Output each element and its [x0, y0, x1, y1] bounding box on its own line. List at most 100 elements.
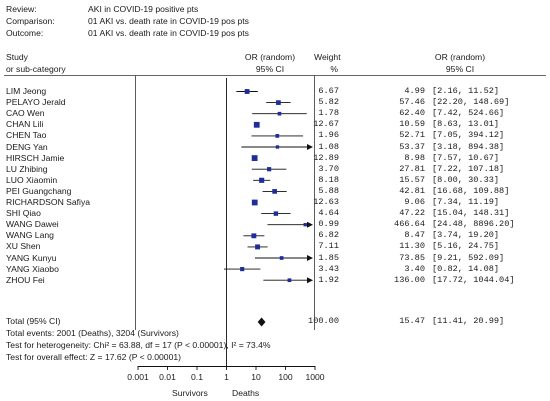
study-weight: 7.11 [318, 241, 339, 252]
ci-arrow [307, 277, 313, 284]
study-or: 52.71 [399, 130, 425, 141]
study-weight: 1.08 [318, 141, 339, 152]
study-ci: [15.04, 148.31] [432, 208, 510, 219]
study-name: CHEN Tao [6, 130, 47, 141]
header-review-key: Review: [6, 4, 37, 14]
study-marker [253, 121, 260, 128]
study-ci: [3.18, 894.38] [432, 141, 505, 152]
study-weight: 6.82 [318, 230, 339, 241]
study-ci: [16.68, 109.88] [432, 185, 510, 196]
study-or: 8.47 [404, 230, 425, 241]
study-or: 53.37 [399, 141, 425, 152]
study-weight: 1.96 [318, 130, 339, 141]
study-marker [275, 145, 280, 149]
table-row: YANG Xiaobo 3.43 3.40 [0.82, 14.08] [0, 264, 550, 275]
study-weight: 6.67 [318, 86, 339, 96]
study-marker [266, 167, 272, 172]
study-weight: 4.64 [318, 208, 339, 219]
total-ci: [11.41, 20.99] [432, 316, 505, 326]
study-marker [287, 278, 292, 283]
header-comparison-key: Comparison: [6, 16, 55, 26]
col-or-plot-ci-header: 95% CI [255, 64, 285, 74]
study-weight: 1.78 [318, 108, 339, 119]
table-row: WANG Dawei 0.99 466.64 [24.48, 8896.20] [0, 219, 550, 230]
total-label: Total (95% CI) [6, 316, 61, 326]
study-weight: 1.92 [318, 274, 339, 285]
study-name: LIM Jeong [6, 86, 47, 96]
study-ci: [9.21, 592.09] [432, 252, 505, 263]
axis-left-label: Survivors [172, 388, 208, 398]
study-weight: 3.43 [318, 263, 339, 274]
study-or: 73.85 [399, 252, 425, 263]
study-name: WANG Dawei [6, 219, 59, 230]
study-marker [279, 256, 284, 260]
ci-arrow [307, 255, 313, 261]
study-weight: 12.63 [313, 197, 339, 207]
study-weight: 0.99 [318, 219, 339, 230]
study-ci: [7.22, 107.18] [432, 163, 505, 174]
study-ci: [8.63, 13.01] [432, 119, 500, 130]
study-ci: [7.34, 11.19] [432, 197, 500, 207]
col-or-plot-header: OR (random) [244, 52, 296, 62]
study-ci: [7.57, 10.67] [432, 152, 500, 163]
col-or-ci-header: 95% CI [445, 64, 475, 74]
header-review-value: AKI in COVID-19 positive pts [88, 4, 199, 14]
study-name: YANG Kunyu [6, 252, 57, 263]
total-or: 15.47 [399, 316, 425, 326]
ci-arrow [307, 221, 313, 228]
table-row: PELAYO Jerald 5.82 57.46 [22.20, 148.69] [0, 97, 550, 108]
study-marker [272, 189, 277, 194]
study-weight: 5.88 [318, 185, 339, 196]
table-row: RICHARDSON Safiya 12.63 9.06 [7.34, 11.19] [0, 197, 550, 208]
table-row: LUO Xiaomin 8.18 15.57 [8.00, 30.33] [0, 175, 550, 186]
study-name: ZHOU Fei [6, 274, 45, 285]
table-row: SHI Qiao 4.64 47.22 [15.04, 148.31] [0, 208, 550, 219]
axis-tick-label: 100 [278, 372, 293, 382]
study-or: 136.00 [394, 274, 425, 285]
table-row: DENG Yan 1.08 53.37 [3.18, 894.38] [0, 142, 550, 153]
col-weight-header: Weight [314, 52, 341, 62]
study-ci: [24.48, 8896.20] [432, 219, 515, 230]
study-weight: 8.18 [318, 174, 339, 185]
heterogeneity-text: Test for heterogeneity: Chi² = 63.88, df… [6, 340, 271, 350]
study-marker [244, 89, 250, 94]
study-ci: [3.74, 19.20] [432, 230, 500, 241]
table-row: CHAN Lili 12.67 10.59 [8.63, 13.01] [0, 119, 550, 130]
study-name: SHI Qiao [6, 208, 41, 219]
study-ci: [8.00, 30.33] [432, 174, 500, 185]
study-marker [273, 211, 279, 216]
study-ci: [17.72, 1044.04] [432, 274, 515, 285]
study-or: 47.22 [399, 208, 425, 219]
study-or: 8.98 [404, 152, 425, 163]
study-or: 57.46 [399, 97, 425, 108]
study-name: LU Zhibing [6, 163, 48, 174]
header-outcome-key: Outcome: [6, 28, 44, 38]
axis-tick-label: 0.001 [127, 372, 149, 382]
col-weight-unit-header: % [330, 64, 338, 74]
study-weight: 12.89 [313, 152, 339, 163]
table-row: YANG Kunyu 1.85 73.85 [9.21, 592.09] [0, 253, 550, 264]
study-name: WANG Lang [6, 230, 54, 241]
study-ci: [0.82, 14.08] [432, 263, 500, 274]
ci-arrow [307, 144, 313, 150]
study-or: 42.81 [399, 185, 425, 196]
study-name: PELAYO Jerald [6, 97, 66, 108]
table-row: HIRSCH Jamie 12.89 8.98 [7.57, 10.67] [0, 153, 550, 164]
study-or: 10.59 [399, 119, 425, 130]
axis-tick-label: 1 [224, 372, 229, 382]
study-marker [276, 100, 281, 105]
study-marker [275, 134, 280, 138]
table-row: LIM Jeong 6.67 4.99 [2.16, 11.52] [0, 86, 550, 97]
study-or: 4.99 [404, 86, 425, 96]
study-ci: [5.16, 24.75] [432, 241, 500, 252]
total-events-text: Total events: 2001 (Deaths), 3204 (Survi… [6, 328, 179, 338]
study-weight: 5.82 [318, 97, 339, 108]
study-ci: [2.16, 11.52] [432, 86, 500, 96]
axis-tick-label: 1000 [305, 372, 325, 382]
col-subcategory-header: or sub-category [6, 64, 66, 74]
study-or: 9.06 [404, 197, 425, 207]
table-row: PEI Guangchang 5.88 42.81 [16.68, 109.88] [0, 186, 550, 197]
axis-tick-label: 0.1 [191, 372, 203, 382]
study-name: CAO Wen [6, 108, 45, 119]
